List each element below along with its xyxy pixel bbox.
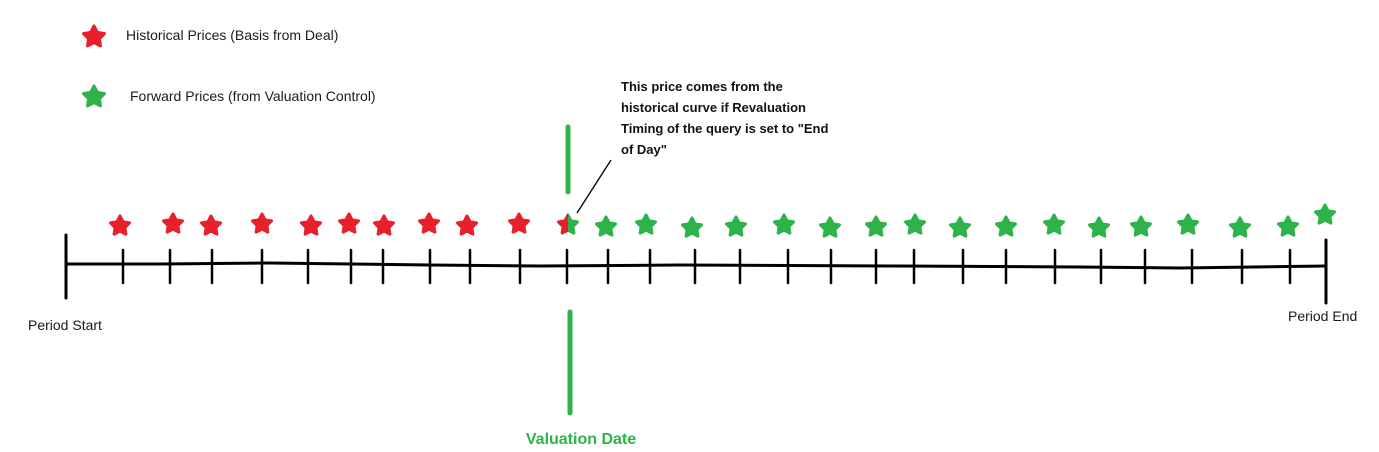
forward-price-star (865, 215, 887, 237)
period-end-label: Period End (1288, 308, 1357, 324)
note-annotation: This price comes from the historical cur… (576, 79, 832, 214)
note-line-3: Timing of the query is set to "End (621, 121, 829, 136)
forward-price-star (949, 216, 971, 238)
valuation-date-label: Valuation Date (526, 431, 636, 448)
historical-price-star (251, 212, 273, 234)
period-start-label: Period Start (28, 317, 102, 333)
timeline-ticks (121, 248, 1292, 285)
historical-price-star (300, 214, 322, 236)
timeline-line (64, 261, 1328, 270)
green-star-shape (82, 84, 106, 108)
valuation-star-forward-half (568, 213, 579, 235)
note-text: This price comes from the historical cur… (621, 79, 832, 157)
legend-historical: Historical Prices (Basis from Deal) (82, 24, 338, 48)
note-line-2: historical curve if Revaluation (621, 100, 806, 115)
historical-price-star (508, 212, 530, 234)
note-line-4: of Day" (621, 142, 667, 157)
forward-price-star (819, 216, 841, 238)
forward-price-star (1277, 215, 1299, 237)
valuation-date-price-star (557, 213, 579, 235)
legend: Historical Prices (Basis from Deal) Forw… (82, 24, 376, 108)
historical-price-star (456, 214, 478, 236)
green-star-icon (82, 84, 106, 108)
valuation-star-historical-half (557, 213, 568, 235)
timeline-axis (64, 233, 1328, 305)
forward-price-star (681, 216, 703, 238)
note-pointer-line (576, 159, 612, 214)
valuation-date-marker: Valuation Date (526, 124, 636, 448)
historical-price-star (373, 214, 395, 236)
note-line-1: This price comes from the (621, 79, 783, 94)
historical-price-star (109, 214, 131, 236)
forward-price-star (635, 213, 657, 235)
forward-price-star (995, 215, 1017, 237)
historical-price-star (418, 212, 440, 234)
historical-price-star (162, 212, 184, 234)
forward-price-star (904, 213, 926, 235)
forward-price-star (1130, 215, 1152, 237)
forward-price-star (725, 215, 747, 237)
legend-forward-label: Forward Prices (from Valuation Control) (130, 88, 376, 104)
legend-forward: Forward Prices (from Valuation Control) (82, 84, 376, 108)
forward-price-star (595, 215, 617, 237)
historical-price-star (200, 214, 222, 236)
forward-price-star (1088, 216, 1110, 238)
red-star-icon (82, 24, 106, 48)
red-star-shape (82, 24, 106, 48)
forward-price-star (1043, 213, 1065, 235)
forward-price-star (1314, 203, 1336, 225)
forward-price-star (1177, 213, 1199, 235)
forward-price-star (1229, 216, 1251, 238)
legend-historical-label: Historical Prices (Basis from Deal) (126, 27, 338, 43)
price-stars (109, 203, 1336, 238)
forward-price-star (773, 213, 795, 235)
historical-price-star (338, 212, 360, 234)
